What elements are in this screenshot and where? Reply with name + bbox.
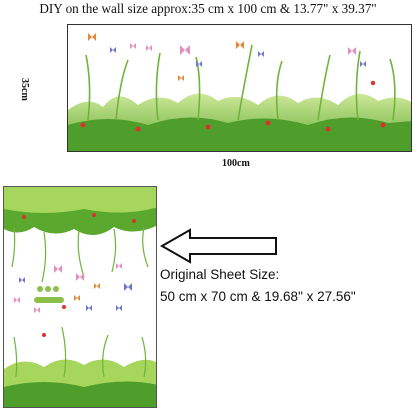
sheet-preview-image: [3, 186, 157, 408]
sheet-size-title: Original Sheet Size:: [160, 267, 280, 282]
grass-butterfly-wall-illustration: [68, 33, 411, 151]
left-arrow-icon: [160, 228, 278, 264]
width-dimension-label: 100cm: [222, 158, 250, 169]
sheet-size-value: 50 cm x 70 cm & 19.68" x 27.56": [160, 289, 356, 304]
height-dimension-label: 35cm: [19, 78, 30, 101]
sticker-sheet-illustration: [4, 187, 156, 407]
wall-preview-image: [67, 24, 412, 152]
size-caption: DIY on the wall size approx:35 cm x 100 …: [39, 1, 377, 16]
